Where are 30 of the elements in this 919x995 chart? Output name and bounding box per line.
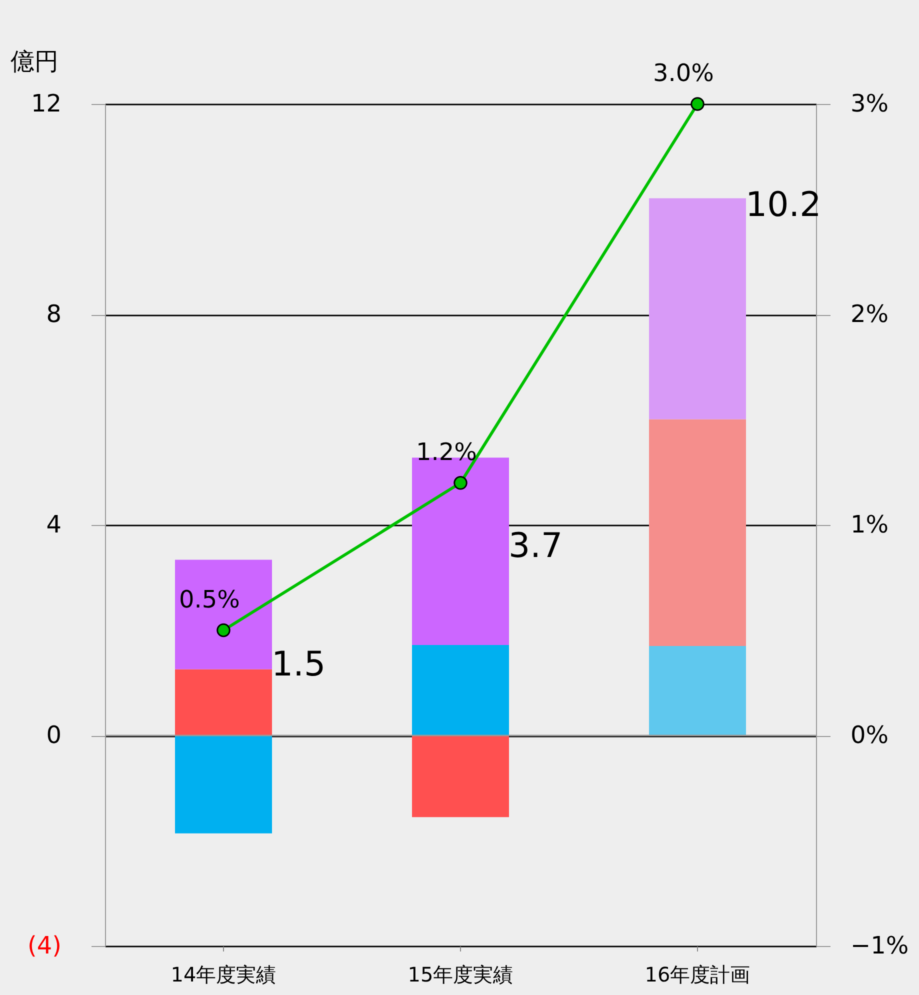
total-label: 10.2 <box>746 185 822 226</box>
x-tick-label: 16年度計画 <box>644 962 750 986</box>
y2-tick-label: 0% <box>850 721 889 749</box>
bar <box>649 646 746 736</box>
bar <box>175 560 272 670</box>
y-tick-label: (4) <box>28 932 62 960</box>
y-axis-title: 億円 <box>10 48 58 76</box>
y-tick-label: 0 <box>46 721 62 749</box>
y-tick-label: 8 <box>46 300 62 328</box>
bar <box>412 644 509 736</box>
point <box>216 623 230 638</box>
y2-tick-label: 3% <box>850 90 889 118</box>
point <box>690 97 704 111</box>
bar <box>175 669 272 736</box>
y2-tick-label: −1% <box>850 932 909 960</box>
total-label: 1.5 <box>272 644 326 685</box>
data-label: 3.0% <box>653 59 714 87</box>
y-tick-label: 4 <box>46 510 62 538</box>
y-tick-label: 12 <box>30 90 62 118</box>
bar <box>649 419 746 646</box>
bar <box>412 736 509 818</box>
data-label: 0.5% <box>179 585 240 614</box>
bar <box>649 198 746 420</box>
bar <box>175 736 272 834</box>
x-tick-label: 14年度実績 <box>170 962 276 986</box>
point <box>454 476 468 490</box>
total-label: 3.7 <box>508 526 563 566</box>
y2-tick-label: 2% <box>850 300 889 328</box>
x-tick-label: 15年度実績 <box>408 962 514 986</box>
y2-tick-label: 1% <box>850 510 889 538</box>
